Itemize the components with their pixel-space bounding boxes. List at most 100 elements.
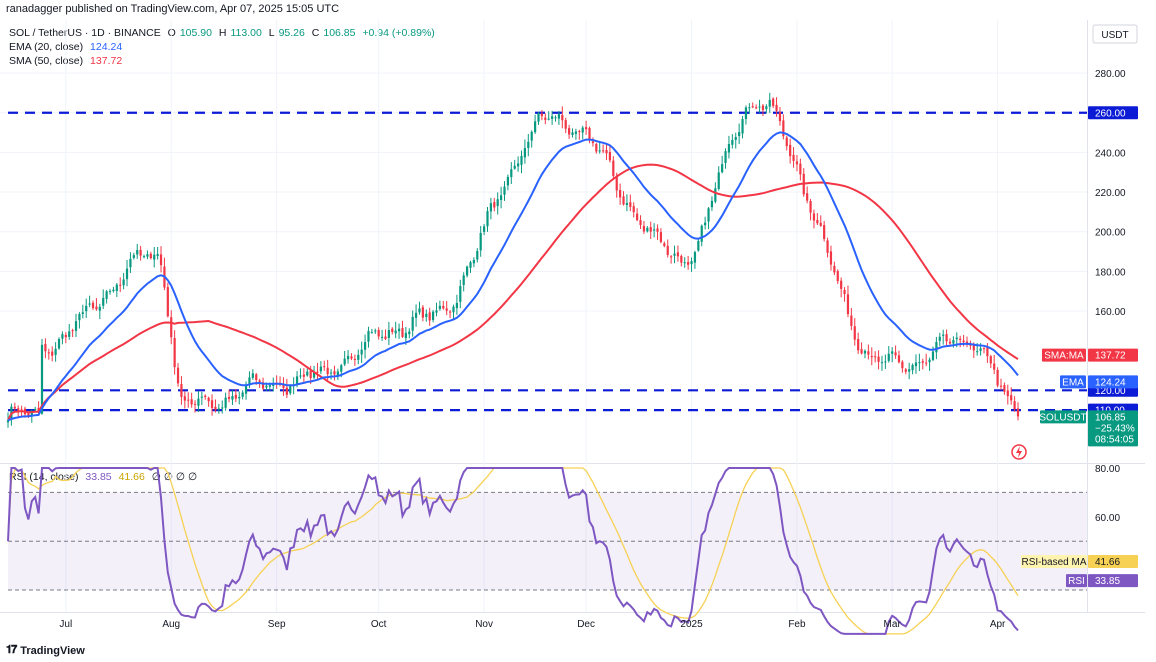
candle-body [806, 193, 809, 201]
candle-body [476, 251, 479, 260]
candle-body [411, 316, 414, 331]
candle [139, 245, 142, 261]
candle [187, 392, 190, 408]
candle-body [673, 253, 676, 256]
candle-body [605, 149, 608, 154]
candle [234, 389, 237, 403]
candle-body [326, 367, 329, 375]
candle-body [20, 409, 23, 411]
candle-body [465, 266, 469, 276]
candle-body [908, 369, 911, 372]
candle-body [142, 256, 146, 258]
candle-body [955, 337, 958, 340]
candle-body [520, 155, 523, 165]
candle-body [438, 305, 441, 309]
candle [197, 390, 200, 412]
candle-body [370, 332, 373, 334]
candle-body [632, 206, 635, 213]
candle-body [571, 132, 574, 136]
candle [636, 208, 639, 222]
candle-body [690, 261, 693, 265]
rsi-ma-tag-text: 41.66 [1095, 557, 1120, 568]
candle [299, 368, 302, 379]
candle [646, 226, 649, 233]
flash-icon[interactable] [1011, 444, 1027, 460]
candle [666, 239, 669, 258]
candle-body [989, 356, 992, 364]
candle [163, 257, 166, 291]
candle-body [727, 144, 731, 153]
ema-20-line [7, 131, 1019, 422]
time-tick-label: Feb [788, 619, 806, 630]
candle [533, 114, 537, 134]
candle [707, 207, 710, 230]
candle [452, 304, 455, 320]
candle [734, 132, 737, 149]
candle-body [459, 286, 462, 302]
candle-body [115, 284, 118, 292]
candle [911, 363, 914, 375]
candle [88, 295, 91, 308]
candle [826, 237, 829, 258]
candle [554, 115, 557, 122]
candle [649, 221, 652, 240]
time-tick-label: Aug [162, 619, 180, 630]
sma-badge-text: SMA:MA [1044, 351, 1084, 362]
candle-body [251, 373, 254, 378]
candle-body [782, 120, 785, 137]
candle [428, 307, 431, 326]
candle-body [758, 106, 761, 108]
candle-body [826, 240, 829, 253]
candle [751, 102, 754, 109]
candle [367, 326, 370, 348]
candle-body [404, 332, 407, 339]
candle [772, 97, 775, 109]
candle [585, 120, 588, 135]
last-price-tag-text: 106.85 [1095, 412, 1126, 423]
candle-body [210, 400, 214, 408]
candle-body [149, 253, 152, 259]
candle [91, 300, 95, 310]
tradingview-logo[interactable]: 𝟏𝟕 TradingView [6, 644, 85, 657]
candle-body [697, 240, 700, 251]
candle-body [414, 312, 418, 318]
candle [959, 335, 962, 348]
candle-body [261, 382, 265, 389]
candle-body [139, 249, 142, 256]
candle [918, 353, 921, 372]
candle [996, 367, 999, 388]
rsi-ma-badge-box [1021, 555, 1087, 569]
sma-legend[interactable]: SMA (50, close) 137.72 [9, 55, 123, 67]
ema-badge-text: EMA [1062, 377, 1084, 388]
candle-body [639, 220, 642, 225]
candle [993, 354, 996, 375]
candle-body [833, 265, 836, 273]
candle [431, 309, 435, 323]
currency-box [1092, 24, 1138, 44]
candle [1006, 384, 1009, 405]
candle-body [187, 399, 190, 401]
level-price-tag-text: 260.00 [1095, 108, 1126, 119]
candle [724, 148, 727, 169]
candle-body [962, 340, 965, 343]
candle-body [894, 352, 897, 356]
candle [530, 130, 533, 148]
candle-body [394, 330, 397, 334]
candle [659, 228, 663, 244]
candle [625, 194, 629, 212]
candle-body [707, 208, 710, 222]
level-price-tag-box [1088, 106, 1138, 120]
sma-value-tag-text: 137.72 [1095, 351, 1126, 362]
candle-body [13, 406, 16, 409]
candle [61, 331, 64, 345]
candle-body [585, 127, 588, 130]
candle-body [653, 229, 656, 231]
candle [384, 329, 387, 341]
ema-legend[interactable]: EMA (20, close) 124.24 [9, 41, 123, 53]
candle-body [816, 219, 819, 224]
candle [867, 344, 870, 360]
candle-body [979, 348, 982, 351]
candle [350, 353, 353, 361]
candle [768, 92, 771, 113]
chart-canvas[interactable]: USDT 160.00 180.00 200.00 220.00 240.00 260.0… [0, 0, 1145, 636]
